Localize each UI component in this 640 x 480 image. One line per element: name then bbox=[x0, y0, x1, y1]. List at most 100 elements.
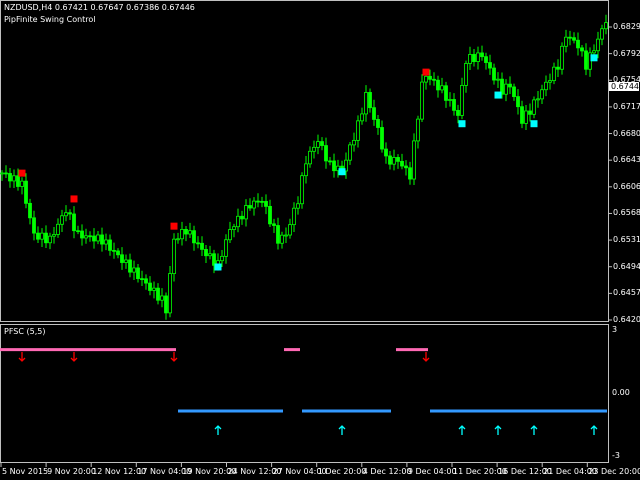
main-panel-border bbox=[0, 0, 609, 322]
candle-body bbox=[356, 120, 360, 141]
candle-body bbox=[404, 165, 408, 169]
candle-body bbox=[372, 107, 376, 120]
candle-body bbox=[560, 45, 564, 70]
candle-body bbox=[12, 175, 16, 182]
candle-body bbox=[376, 119, 380, 128]
candle-body bbox=[104, 239, 108, 245]
candle-body bbox=[204, 249, 208, 257]
candle-body bbox=[132, 267, 136, 273]
candle-body bbox=[384, 148, 388, 157]
candle-body bbox=[256, 200, 260, 203]
candle-body bbox=[520, 106, 524, 124]
candle-body bbox=[228, 229, 232, 241]
candle-body bbox=[84, 235, 88, 239]
candle-body bbox=[280, 234, 284, 244]
candle-body bbox=[504, 83, 508, 95]
time-axis-label: 24 Nov 12:00 bbox=[227, 467, 282, 476]
candle-body bbox=[468, 54, 472, 64]
time-axis-label: 5 Nov 2015 bbox=[2, 467, 49, 476]
candle-body bbox=[324, 145, 328, 162]
candle-body bbox=[260, 200, 264, 203]
current-price-label: 0.67446 bbox=[609, 82, 640, 91]
candle-body bbox=[52, 234, 56, 237]
swing-low-marker bbox=[590, 54, 598, 62]
candle-body bbox=[116, 250, 120, 256]
candle-body bbox=[16, 175, 20, 187]
candle-body bbox=[92, 235, 96, 242]
candle-body bbox=[556, 66, 560, 70]
candle-body bbox=[124, 259, 128, 263]
up-arrow-icon bbox=[590, 425, 598, 435]
candle-body bbox=[224, 239, 228, 257]
down-arrow-icon bbox=[170, 352, 178, 362]
candle-body bbox=[456, 109, 460, 116]
candle-body bbox=[312, 146, 316, 152]
candle-body bbox=[40, 232, 44, 240]
candle-body bbox=[24, 180, 28, 204]
candle-body bbox=[76, 230, 80, 233]
candle-body bbox=[196, 242, 200, 245]
candle-body bbox=[68, 212, 72, 215]
candle-body bbox=[188, 230, 192, 235]
candle-body bbox=[576, 39, 580, 49]
candle-body bbox=[252, 200, 256, 209]
swing-low-marker bbox=[214, 263, 222, 271]
candle-body bbox=[168, 273, 172, 314]
candle-body bbox=[60, 215, 64, 225]
time-axis-label: 9 Dec 04:00 bbox=[407, 467, 457, 476]
candle-body bbox=[516, 96, 520, 108]
candle-body bbox=[476, 52, 480, 62]
candle-body bbox=[264, 201, 268, 207]
candle-body bbox=[388, 155, 392, 165]
candle-body bbox=[440, 85, 444, 91]
candle-body bbox=[56, 223, 60, 235]
time-axis-label: 21 Dec 04:00 bbox=[543, 467, 597, 476]
candle-body bbox=[136, 267, 140, 280]
indicator-scale-min: -3 bbox=[612, 451, 620, 460]
candle-body bbox=[528, 110, 532, 115]
candle-body bbox=[548, 80, 552, 83]
candle-body bbox=[184, 229, 188, 235]
candle-body bbox=[328, 160, 332, 163]
candle-body bbox=[160, 295, 164, 301]
candle-body bbox=[284, 234, 288, 237]
candle-body bbox=[80, 230, 84, 239]
time-axis-label: 1 Dec 20:00 bbox=[317, 467, 367, 476]
candle-body bbox=[344, 159, 348, 172]
candle-body bbox=[316, 141, 320, 148]
candle-body bbox=[480, 52, 484, 58]
time-axis-label: 17 Nov 04:00 bbox=[137, 467, 192, 476]
candle-body bbox=[572, 37, 576, 41]
candle-body bbox=[496, 78, 500, 81]
swing-low-marker bbox=[338, 168, 346, 176]
candle-body bbox=[88, 235, 92, 238]
candle-body bbox=[96, 234, 100, 242]
up-arrow-icon bbox=[214, 425, 222, 435]
candle-body bbox=[296, 203, 300, 209]
candle-body bbox=[396, 157, 400, 162]
time-axis-label: 19 Nov 20:00 bbox=[182, 467, 237, 476]
candle-body bbox=[592, 50, 596, 54]
swing-high-marker bbox=[170, 222, 178, 230]
time-axis-label: 16 Dec 12:00 bbox=[498, 467, 552, 476]
candle-body bbox=[48, 235, 52, 244]
up-arrow-icon bbox=[458, 425, 466, 435]
swing-high-marker bbox=[422, 68, 430, 76]
price-axis-label: 0.64200 bbox=[613, 315, 640, 324]
swing-high-marker bbox=[70, 195, 78, 203]
candle-body bbox=[512, 86, 516, 98]
candle-body bbox=[408, 167, 412, 180]
time-axis-label: 4 Dec 12:00 bbox=[362, 467, 412, 476]
candle-body bbox=[272, 223, 276, 226]
candle-body bbox=[4, 172, 8, 175]
swing-low-marker bbox=[530, 120, 538, 128]
candle-body bbox=[416, 118, 420, 142]
